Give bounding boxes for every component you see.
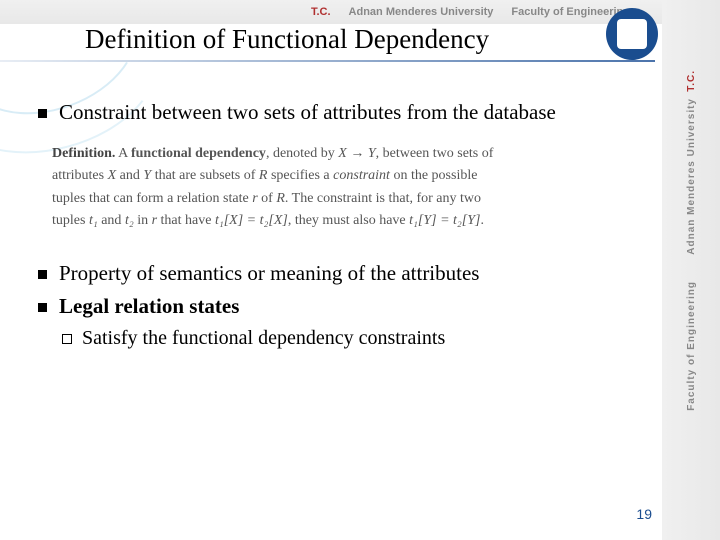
def-t1d: X → Y (338, 146, 375, 161)
def-t1e: , between two sets of (376, 146, 494, 161)
bullet-marker (38, 303, 47, 312)
def-t4c: and (98, 213, 125, 228)
def-t1c: , denoted by (266, 146, 338, 161)
right-sidebar: T.C. Adnan Menderes University Faculty o… (662, 0, 720, 540)
bullet-1-text: Constraint between two sets of attribute… (59, 100, 556, 125)
def-t2e: that are subsets of (151, 168, 259, 183)
title-underline (0, 60, 655, 62)
sidebar-university: Adnan Menderes University (686, 98, 697, 255)
bullet-3-text: Legal relation states (59, 294, 239, 319)
logo-inner-shape (617, 19, 647, 49)
def-t4k: . (480, 213, 484, 228)
bullet-marker (38, 109, 47, 118)
bullet-2-text: Property of semantics or meaning of the … (59, 261, 479, 286)
page-number: 19 (636, 506, 652, 522)
sidebar-faculty: Faculty of Engineering (686, 281, 697, 411)
def-t4i: , they must also have (288, 213, 409, 228)
bullet-3: Legal relation states (38, 294, 640, 319)
sidebar-tc: T.C. (686, 70, 697, 92)
def-t4j: t₁[Y] = t₂[Y] (409, 213, 480, 228)
def-t3e: . The constraint is that, for any two (285, 191, 481, 206)
slide-content: Constraint between two sets of attribute… (38, 100, 640, 350)
bullet-1: Constraint between two sets of attribute… (38, 100, 640, 125)
definition-block: Definition. A functional dependency, den… (52, 143, 640, 233)
def-t3d: R (276, 191, 285, 206)
slide-title: Definition of Functional Dependency (85, 24, 489, 55)
def-t2b: X (108, 168, 117, 183)
university-logo (606, 8, 658, 60)
sub-bullet-1: Satisfy the functional dependency constr… (62, 327, 640, 350)
definition-label: Definition. (52, 146, 115, 161)
banner-university: Adnan Menderes University (349, 6, 494, 18)
def-t1a: A (118, 146, 131, 161)
def-t2i: on the possible (390, 168, 478, 183)
def-t3c: of (258, 191, 277, 206)
sub-bullet-marker (62, 334, 72, 344)
def-t2h: constraint (333, 168, 390, 183)
def-t2a: attributes (52, 168, 108, 183)
def-t3a: tuples that can form a relation state (52, 191, 252, 206)
def-t4e: in (134, 213, 152, 228)
def-t4d: t₂ (125, 213, 134, 228)
banner-tc: T.C. (311, 6, 331, 18)
sub-bullet-1-text: Satisfy the functional dependency constr… (82, 327, 445, 350)
def-t2g: specifies a (267, 168, 333, 183)
bullet-2: Property of semantics or meaning of the … (38, 261, 640, 286)
def-t4b: t₁ (89, 213, 98, 228)
def-t1b: functional dependency (131, 146, 266, 161)
def-t4h: t₁[X] = t₂[X] (215, 213, 288, 228)
bullet-marker (38, 270, 47, 279)
def-t4a: tuples (52, 213, 89, 228)
def-t2c: and (116, 168, 143, 183)
def-t4g: that have (157, 213, 215, 228)
